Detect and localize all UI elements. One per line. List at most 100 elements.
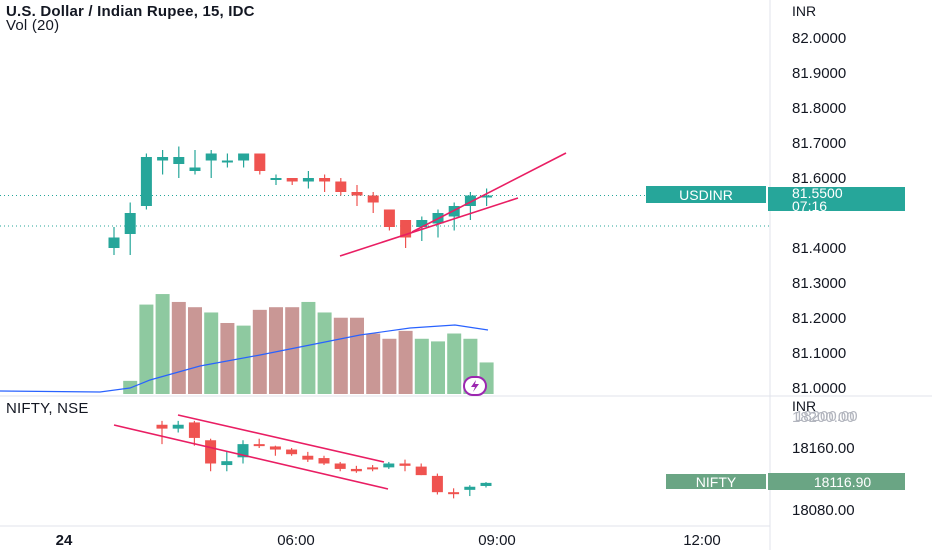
nifty-candle-body [334, 463, 346, 469]
volume-bar [366, 333, 381, 394]
candle-body [351, 192, 363, 196]
lower-tick-label: 18160.00 [792, 440, 855, 457]
lightning-icon[interactable] [463, 376, 487, 396]
candle-body [319, 178, 331, 182]
upper-tick-label: 81.7000 [792, 135, 846, 152]
nifty-candle-body [350, 468, 362, 472]
volume-bar [204, 312, 219, 394]
lower-tick-label-partial: 18200.00 [795, 408, 858, 425]
nifty-candle-body [156, 424, 168, 429]
nifty-candle-body [367, 467, 379, 470]
candle-body [302, 178, 314, 182]
volume-bar [220, 322, 235, 394]
candle-body [205, 153, 217, 161]
candle-body [286, 178, 298, 182]
volume-bar [139, 304, 154, 394]
nifty-candle-body [205, 440, 217, 464]
volume-bar [317, 312, 332, 394]
lower-channel-lower-line [113, 424, 389, 490]
upper-tick-label: 81.3000 [792, 275, 846, 292]
volume-bar [155, 294, 170, 394]
usdinr-candles[interactable] [108, 146, 493, 256]
nifty-last-price-badge: 18116.90 [768, 473, 905, 490]
nifty-candle-body [237, 444, 249, 458]
trendline-drawings[interactable] [113, 152, 567, 490]
nifty-candles[interactable] [156, 420, 492, 499]
volume-bar [171, 301, 186, 394]
upper-tick-label: 81.9000 [792, 65, 846, 82]
volume-bar [382, 338, 397, 394]
volume-bar [431, 341, 445, 394]
lightning-glyph [471, 380, 479, 392]
bar-countdown: 07:16 [792, 198, 828, 214]
symbol-title[interactable]: U.S. Dollar / Indian Rupee, 15, IDC [6, 3, 255, 20]
upper-tick-label: 81.8000 [792, 100, 846, 117]
candle-body [140, 157, 152, 206]
usdinr-last-price-badge: 81.5500 07:16 [768, 185, 905, 214]
volume-bar [188, 307, 202, 394]
candle-body [400, 220, 412, 238]
candle-body [481, 195, 493, 198]
last-price-value: 81.5500 [792, 185, 843, 201]
lower-tick-label: 18080.00 [792, 502, 855, 519]
upper-tick-label: 82.0000 [792, 30, 846, 47]
time-label: 12:00 [683, 532, 721, 549]
upper-price-axis[interactable]: 82.0000 81.9000 81.8000 81.7000 81.6000 81.40… [792, 30, 846, 397]
candle-body [124, 213, 136, 234]
nifty-candle-body [415, 466, 427, 476]
time-label: 09:00 [478, 532, 516, 549]
upper-tick-label: 81.4000 [792, 240, 846, 257]
nifty-symbol-badge: NIFTY [666, 474, 766, 490]
nifty-candle-body [431, 475, 443, 493]
candle-body [335, 181, 347, 192]
candle-body [383, 209, 395, 227]
time-label: 06:00 [277, 532, 315, 549]
volume-bar [398, 330, 413, 394]
candle-body [464, 195, 476, 206]
lower-currency-label: INR [792, 398, 817, 414]
upper-channel-lower-line [339, 197, 519, 257]
nifty-candle-body [286, 449, 298, 455]
nifty-candle-body [448, 492, 460, 495]
nifty-candle-body [172, 424, 184, 429]
volume-bar [236, 325, 251, 394]
nifty-candle-body [302, 455, 314, 460]
volume-bar [252, 309, 267, 394]
candle-body [238, 153, 250, 161]
volume-bar [269, 307, 283, 394]
volume-bar [333, 317, 348, 394]
nifty-candle-body [480, 482, 492, 486]
candle-body [367, 195, 379, 203]
candle-body [157, 157, 169, 161]
candle-body [108, 237, 120, 248]
nifty-candle-body [188, 422, 200, 438]
nifty-candle-body [383, 463, 395, 468]
volume-bar [414, 338, 429, 394]
volume-indicator-title[interactable]: Vol (20) [6, 17, 60, 34]
candle-body [416, 220, 428, 227]
volume-bar [447, 333, 462, 394]
candle-body [254, 153, 266, 171]
lower-tick-label: 18200.00 [792, 409, 855, 426]
upper-tick-label: 81.6000 [792, 170, 846, 187]
nifty-candle-body [318, 458, 330, 464]
upper-channel-upper-line [411, 152, 567, 233]
candle-body [173, 157, 185, 164]
upper-tick-label: 81.1000 [792, 345, 846, 362]
candle-body [189, 167, 201, 171]
volume-bar [285, 307, 300, 394]
time-label: 24 [56, 532, 73, 549]
lower-pane-title[interactable]: NIFTY, NSE [6, 400, 89, 417]
volume-bar [301, 301, 316, 394]
nifty-candle-body [253, 444, 265, 447]
upper-tick-label: 81.2000 [792, 310, 846, 327]
volume-bars [123, 294, 494, 394]
nifty-candle-body [464, 486, 476, 490]
time-axis[interactable]: 24 06:00 09:00 12:00 [56, 532, 721, 549]
upper-currency-label: INR [792, 3, 817, 19]
nifty-candle-body [221, 461, 233, 466]
volume-ma [0, 324, 489, 393]
